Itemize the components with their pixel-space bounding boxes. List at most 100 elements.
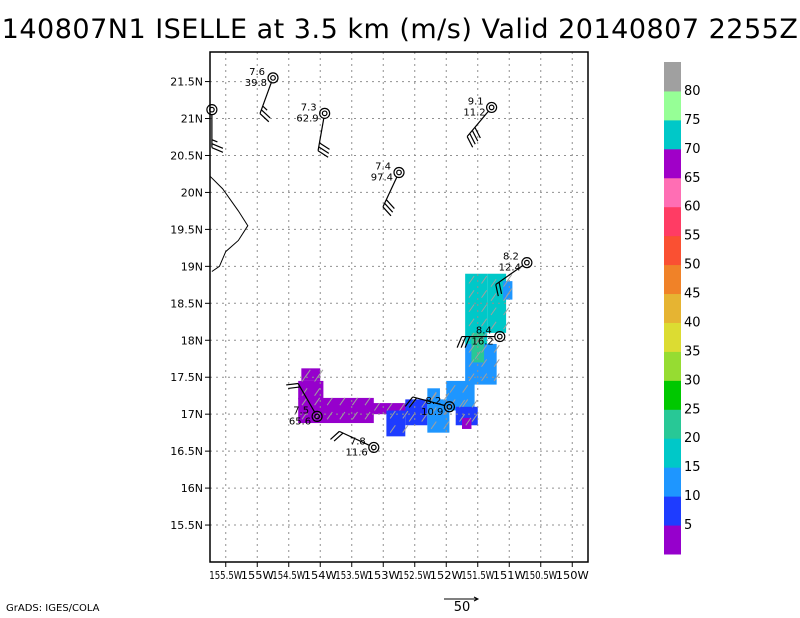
observation-6: 8.416.2	[456, 326, 506, 348]
obs-pressure-label: 7.6	[249, 67, 265, 78]
wind-arrow-17	[364, 397, 371, 406]
obs-value-label: 11.6	[346, 447, 368, 458]
wind-patch-10	[465, 273, 488, 344]
wind-arrow-44	[468, 359, 475, 368]
wind-arrow-62	[490, 321, 497, 330]
wind-arrow-31	[430, 392, 437, 401]
wind-arrow-37	[462, 399, 469, 408]
wind-arrow-20	[399, 402, 406, 411]
wind-speed-shading	[298, 273, 513, 437]
wind-arrow-19	[386, 402, 393, 411]
wind-arrow-61	[481, 275, 488, 284]
barb-shaft	[382, 176, 398, 208]
coastline	[209, 175, 249, 272]
wind-arrow-50	[493, 359, 500, 368]
observation-3: 9.111.2	[463, 96, 498, 148]
observation-barbs: 7.639.87.362.97.497.49.111.28.212.48.416…	[206, 67, 533, 458]
obs-ring-outer	[311, 410, 323, 422]
lat-label-1: 16N	[181, 482, 203, 495]
lon-label-7: 152W	[430, 570, 464, 582]
colorbar-label-2: 15	[684, 460, 701, 475]
lon-label-4: 153.5W	[335, 570, 368, 582]
obs-value-label: 65.6	[289, 416, 311, 427]
wind-arrow-11	[326, 397, 333, 406]
wind-arrow-63	[490, 307, 497, 316]
obs-ring-inner	[488, 104, 495, 111]
lon-label-1: 155W	[241, 570, 275, 582]
lat-label-9: 20N	[181, 186, 203, 199]
wind-arrow-38	[462, 384, 469, 393]
wind-patch-3	[370, 403, 412, 415]
wind-arrow-18	[374, 402, 381, 411]
observation-0: 7.639.8	[245, 67, 279, 123]
wind-arrow-4	[304, 369, 311, 378]
barb-shaft	[259, 82, 272, 114]
wind-arrow-5	[317, 369, 324, 378]
lon-label-5: 153W	[367, 570, 401, 582]
latitude-tick-labels: 15.5N 16N 16.5N 17N 17.5N 18N 18.5N 19N 19.5N 20N…	[170, 76, 203, 532]
wind-arrow-36	[449, 384, 456, 393]
observation-8: 7.565.6	[286, 382, 323, 427]
lat-label-5: 18N	[181, 334, 203, 347]
reference-vector-label: 50	[453, 600, 471, 615]
barb-shaft	[339, 430, 370, 446]
lon-label-0: 155.5W	[209, 570, 242, 582]
colorbar-segment-14	[664, 119, 681, 150]
wind-arrow-7	[301, 397, 308, 406]
lat-label-6: 18.5N	[170, 297, 203, 310]
colorbar-segment-4	[664, 409, 681, 439]
wind-arrow-2	[314, 388, 321, 396]
lon-label-8: 151.5W	[461, 570, 494, 582]
lat-label-2: 16.5N	[170, 445, 203, 458]
obs-ring-outer	[393, 166, 405, 179]
colorbar-label-6: 35	[684, 344, 701, 359]
wind-arrow-71	[506, 274, 513, 283]
lon-label-3: 154W	[304, 570, 338, 582]
wind-arrow-56	[468, 275, 475, 284]
obs-ring-outer	[521, 257, 533, 269]
observation-1: 7.362.9	[296, 102, 331, 158]
barb-feather	[330, 430, 340, 440]
observation-9: 7.811.6	[330, 430, 380, 458]
lon-label-10: 150.5W	[524, 570, 557, 582]
wind-patch-11	[487, 273, 507, 333]
colorbar-segment-11	[664, 206, 681, 237]
obs-pressure-label: 7.8	[350, 436, 366, 447]
barb-feather	[460, 336, 467, 348]
colorbar-label-13: 70	[684, 142, 701, 157]
observation-5: 8.212.4	[495, 252, 533, 297]
wind-arrow-40	[459, 399, 466, 408]
lat-label-10: 20.5N	[170, 149, 203, 162]
wind-patch-12	[502, 281, 513, 300]
obs-value-label: 12.4	[499, 263, 521, 274]
wind-arrow-46	[481, 373, 488, 382]
wind-arrow-14	[351, 411, 358, 420]
obs-ring-inner	[396, 169, 402, 176]
reference-vector	[444, 596, 480, 602]
colorbar-segment-3	[664, 438, 681, 468]
wind-arrow-9	[314, 397, 321, 406]
obs-value-label: 10.9	[421, 407, 443, 418]
wind-arrow-64	[490, 293, 497, 302]
lat-label-0: 15.5N	[170, 519, 203, 532]
wind-arrow-75	[465, 417, 472, 426]
barb-feather	[404, 396, 414, 407]
obs-value-label: 62.9	[296, 113, 318, 124]
wind-arrow-15	[351, 397, 358, 406]
obs-value-label: 39.8	[245, 78, 267, 89]
obs-pressure-label: 8.4	[476, 326, 492, 337]
lat-label-12: 21.5N	[170, 76, 203, 89]
lat-label-11: 21N	[181, 113, 203, 126]
wind-arrow-72	[474, 351, 481, 360]
lon-label-11: 150W	[556, 570, 590, 582]
wind-arrow-74	[430, 391, 437, 400]
obs-pressure-label: 9.1	[468, 96, 484, 107]
barb-feather	[456, 336, 463, 348]
obs-ring-outer	[368, 441, 380, 454]
obs-pressure-label: 7.4	[375, 161, 391, 172]
colorbar-segment-9	[664, 264, 681, 295]
barb-feather	[466, 136, 474, 148]
observation-4	[206, 104, 224, 153]
wind-arrow-25	[408, 413, 415, 422]
